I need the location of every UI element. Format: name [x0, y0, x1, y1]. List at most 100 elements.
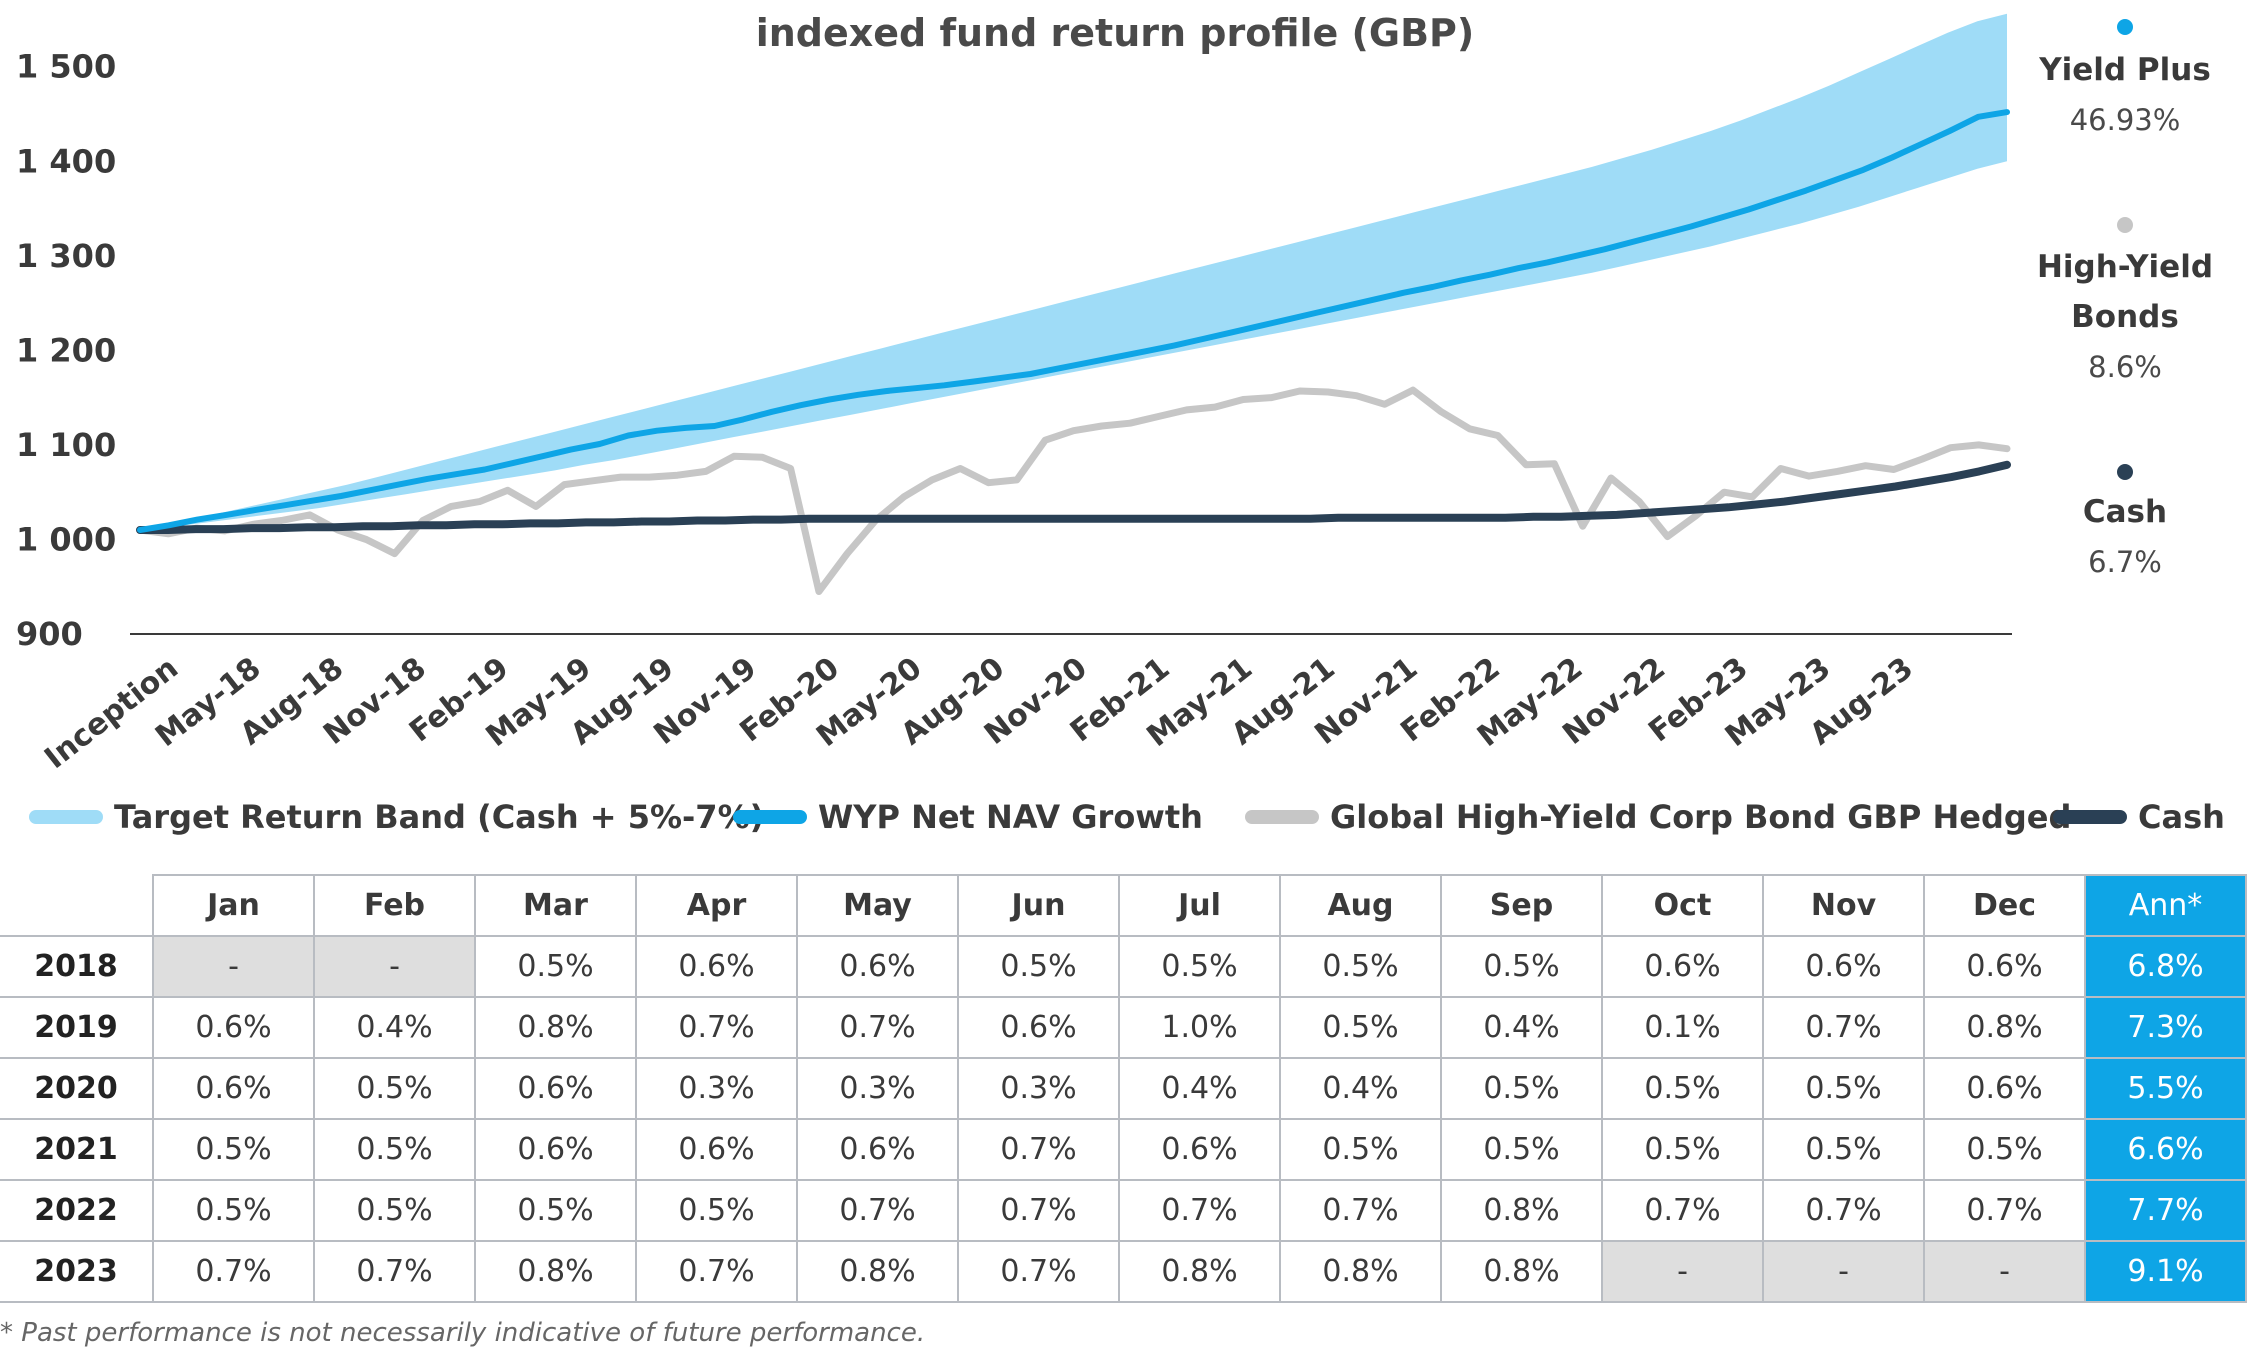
table-month-cell: 0.7%	[1118, 1179, 1281, 1242]
y-tick-label: 1 500	[16, 48, 116, 86]
table-month-cell: 0.7%	[796, 996, 959, 1059]
table-month-cell: 0.5%	[957, 935, 1120, 998]
table-month-cell: 0.5%	[1440, 935, 1603, 998]
table-month-cell: 0.4%	[1440, 996, 1603, 1059]
table-month-cell: 0.7%	[957, 1179, 1120, 1242]
table-row: 2021 0.5% 0.5% 0.6% 0.6% 0.6% 0.7% 0.6% 0.5% 0.5%…	[0, 1118, 2247, 1181]
table-month-cell: 0.6%	[796, 1118, 959, 1181]
table-month-cell: 0.5%	[1601, 1057, 1764, 1120]
table-month-cell: 0.8%	[474, 996, 637, 1059]
table-month-cell: 0.8%	[1440, 1240, 1603, 1303]
side-series-name: Cash	[2083, 494, 2167, 530]
table-month-cell: 0.6%	[635, 1118, 798, 1181]
table-month-cell: 0.6%	[1601, 935, 1764, 998]
table-month-cell: 0.7%	[1762, 996, 1925, 1059]
table-month-cell: 0.5%	[152, 1179, 315, 1242]
table-header-month: Jul	[1118, 874, 1281, 937]
legend-label: Cash	[2138, 798, 2225, 836]
table-month-cell: 0.8%	[1118, 1240, 1281, 1303]
table-annual-cell: 9.1%	[2084, 1240, 2247, 1303]
table-annual-cell: 6.8%	[2084, 935, 2247, 998]
table-header-row: Jan Feb Mar Apr May Jun Jul Aug Sep Oct Nov Dec Ann*	[0, 874, 2247, 937]
table-month-cell: 0.6%	[1923, 1057, 2086, 1120]
table-month-cell: 0.5%	[1279, 1118, 1442, 1181]
table-month-cell: -	[313, 935, 476, 998]
table-month-cell: -	[1923, 1240, 2086, 1303]
y-axis: 900 1 000 1 100 1 200 1 300 1 400 1 500	[16, 48, 116, 653]
table-month-cell: 0.5%	[1279, 996, 1442, 1059]
y-tick-label: 900	[16, 615, 83, 653]
y-tick-label: 1 100	[16, 426, 116, 464]
table-month-cell: 0.8%	[474, 1240, 637, 1303]
table-year-cell: 2022	[0, 1179, 154, 1242]
table-month-cell: 0.6%	[152, 996, 315, 1059]
table-month-cell: 0.6%	[635, 935, 798, 998]
table-annual-cell: 7.7%	[2084, 1179, 2247, 1242]
table-month-cell: 0.5%	[635, 1179, 798, 1242]
table-month-cell: 0.1%	[1601, 996, 1764, 1059]
table-row: 2020 0.6% 0.5% 0.6% 0.3% 0.3% 0.3% 0.4% 0.4% 0.5%…	[0, 1057, 2247, 1120]
table-month-cell: 0.7%	[796, 1179, 959, 1242]
wyp-nav-line	[137, 109, 2010, 533]
table-month-cell: 0.8%	[1923, 996, 2086, 1059]
table-month-cell: 0.8%	[1279, 1240, 1442, 1303]
table-year-cell: 2023	[0, 1240, 154, 1303]
table-month-cell: 0.5%	[474, 1179, 637, 1242]
table-annual-cell: 5.5%	[2084, 1057, 2247, 1120]
table-row: 2019 0.6% 0.4% 0.8% 0.7% 0.7% 0.6% 1.0% 0.5% 0.4%…	[0, 996, 2247, 1059]
table-year-cell: 2019	[0, 996, 154, 1059]
y-tick-label: 1 200	[16, 331, 116, 369]
side-series-return: 6.7%	[2088, 545, 2162, 579]
table-header-month: May	[796, 874, 959, 937]
cash-line	[136, 460, 2011, 534]
table-month-cell: 0.7%	[1762, 1179, 1925, 1242]
table-month-cell: 0.5%	[1762, 1118, 1925, 1181]
table-month-cell: -	[1601, 1240, 1764, 1303]
table-month-cell: 0.5%	[152, 1118, 315, 1181]
y-tick-label: 1 400	[16, 142, 116, 180]
table-month-cell: 0.7%	[635, 1240, 798, 1303]
high-yield-bond-line	[136, 386, 2011, 595]
table-month-cell: 0.5%	[1923, 1118, 2086, 1181]
table-month-cell: 0.5%	[1279, 935, 1442, 998]
chart: indexed fund return profile (GBP) 900 1 0…	[16, 11, 2225, 836]
table-month-cell: 0.6%	[152, 1057, 315, 1120]
table-corner-cell	[0, 875, 154, 937]
side-series-name: High-Yield	[2037, 249, 2213, 285]
table-annual-cell: 7.3%	[2084, 996, 2247, 1059]
plot-area	[136, 13, 2011, 595]
table-month-cell: 0.8%	[1440, 1179, 1603, 1242]
side-series-return: 8.6%	[2088, 350, 2162, 384]
table-month-cell: 0.5%	[313, 1179, 476, 1242]
table-year-cell: 2018	[0, 935, 154, 998]
table-month-cell: 0.6%	[1118, 1118, 1281, 1181]
table-header-month: Dec	[1923, 874, 2086, 937]
footnote: * Past performance is not necessarily in…	[0, 1318, 926, 1348]
table-month-cell: 0.3%	[796, 1057, 959, 1120]
table-header-month: Oct	[1601, 874, 1764, 937]
table-month-cell: 0.6%	[1762, 935, 1925, 998]
table-month-cell: 0.5%	[313, 1118, 476, 1181]
table-header-month: Apr	[635, 874, 798, 937]
x-tick-label: Inception	[38, 651, 185, 776]
table-row: 2023 0.7% 0.7% 0.8% 0.7% 0.8% 0.7% 0.8% 0.8% 0.8%…	[0, 1240, 2247, 1303]
side-marker-dot	[2117, 464, 2133, 480]
table-header-month: Sep	[1440, 874, 1603, 937]
side-marker-dot	[2117, 19, 2133, 35]
monthly-returns-table: Jan Feb Mar Apr May Jun Jul Aug Sep Oct Nov Dec Ann*…	[0, 874, 2247, 1303]
table-month-cell: 0.6%	[957, 996, 1120, 1059]
table-annual-cell: 6.6%	[2084, 1118, 2247, 1181]
table-header-annual: Ann*	[2084, 874, 2247, 937]
table-month-cell: 0.4%	[313, 996, 476, 1059]
table-month-cell: 0.3%	[635, 1057, 798, 1120]
table-header-month: Jun	[957, 874, 1120, 937]
x-axis: InceptionMay-18Aug-18Nov-18Feb-19May-19A…	[38, 651, 1920, 776]
table-month-cell: 0.6%	[796, 935, 959, 998]
side-summary: Yield Plus 46.93% High-Yield Bonds 8.6% Cash 6…	[2037, 19, 2213, 579]
table-month-cell: 0.5%	[474, 935, 637, 998]
side-marker-dot	[2117, 217, 2133, 233]
table-month-cell: 0.6%	[474, 1057, 637, 1120]
table-month-cell: 0.5%	[313, 1057, 476, 1120]
table-month-cell: 0.7%	[957, 1118, 1120, 1181]
table-month-cell: 0.5%	[1601, 1118, 1764, 1181]
